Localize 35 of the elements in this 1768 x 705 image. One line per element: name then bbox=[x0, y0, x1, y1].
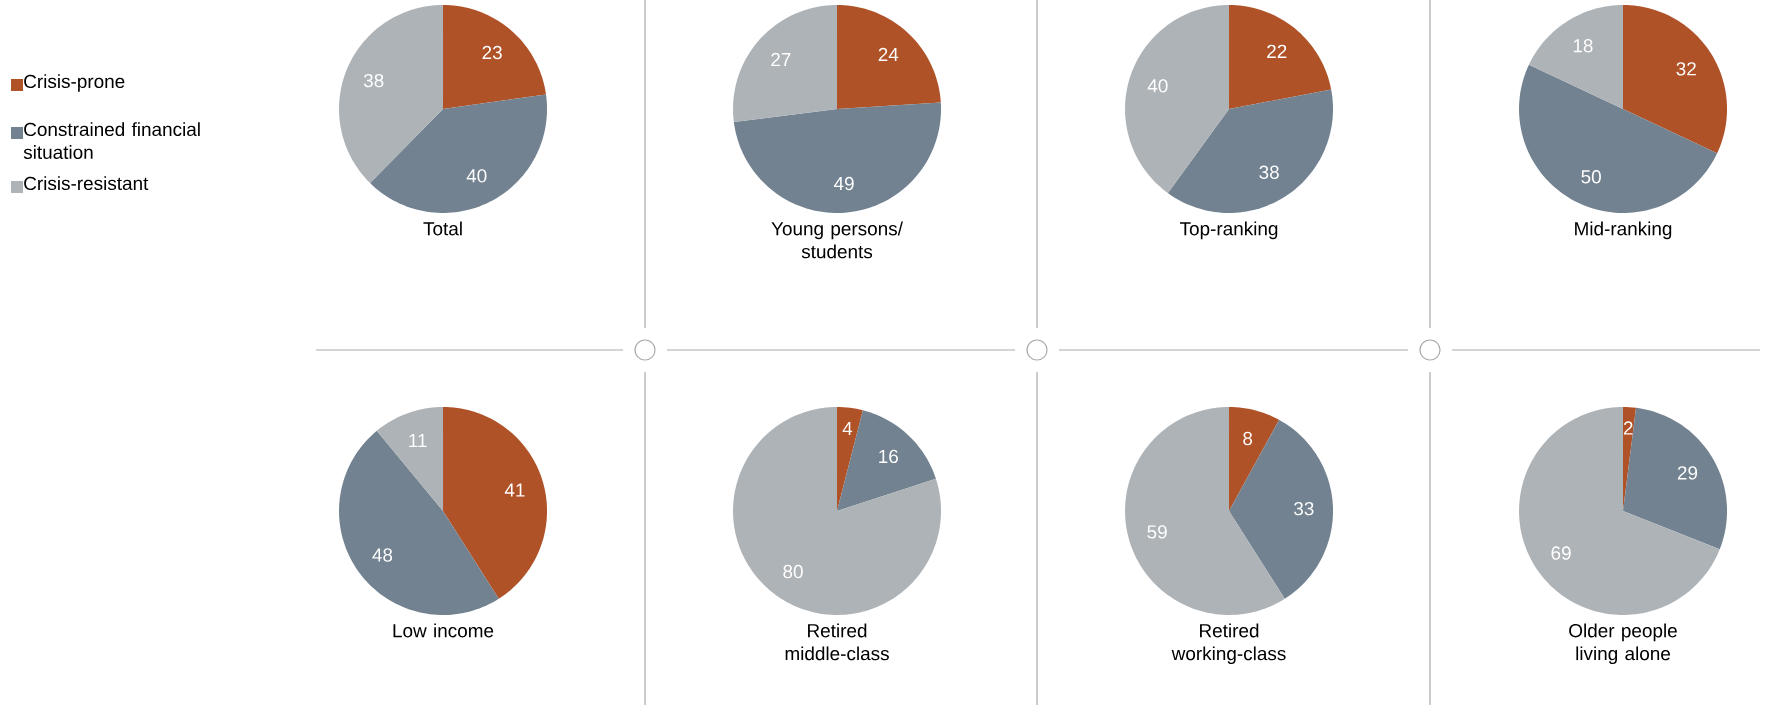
legend-label: Constrained financial situation bbox=[23, 122, 200, 160]
text: Older people living alone bbox=[1569, 623, 1677, 665]
data-label: 40 bbox=[1147, 79, 1168, 93]
text: Total bbox=[423, 221, 462, 236]
data-label: 48 bbox=[372, 548, 393, 562]
data-label: 38 bbox=[363, 73, 384, 88]
data-label: 8 bbox=[1243, 431, 1253, 446]
data-label: 33 bbox=[1294, 501, 1314, 516]
data-label: 32 bbox=[1676, 62, 1696, 76]
data-label: 69 bbox=[1551, 546, 1571, 560]
data-label: 38 bbox=[1259, 165, 1279, 179]
text: Low income bbox=[393, 623, 494, 638]
text: Retired working-class bbox=[1171, 623, 1286, 665]
text: Top-ranking bbox=[1179, 221, 1278, 240]
data-label: 2 bbox=[1623, 421, 1633, 435]
text: Retired middle-class bbox=[785, 623, 889, 661]
text: Mid-ranking bbox=[1575, 221, 1672, 240]
data-label: 49 bbox=[833, 176, 854, 191]
data-label: 80 bbox=[783, 564, 803, 579]
legend-label: Crisis-resistant bbox=[24, 176, 149, 191]
data-label: 40 bbox=[466, 169, 487, 183]
data-label: 16 bbox=[879, 449, 898, 464]
data-label: 41 bbox=[504, 483, 525, 497]
text: Young persons/ students bbox=[771, 221, 903, 259]
data-label: 18 bbox=[1573, 39, 1593, 53]
legend-label: Crisis-prone bbox=[24, 74, 125, 92]
data-label: 22 bbox=[1267, 44, 1287, 58]
data-label: 24 bbox=[878, 47, 899, 61]
data-label: 23 bbox=[482, 45, 502, 60]
data-label: 50 bbox=[1581, 170, 1601, 184]
data-label: 11 bbox=[409, 434, 427, 448]
data-label: 27 bbox=[771, 52, 791, 67]
data-label: 59 bbox=[1147, 525, 1167, 539]
data-label: 29 bbox=[1677, 466, 1698, 480]
data-label: 4 bbox=[842, 421, 853, 435]
